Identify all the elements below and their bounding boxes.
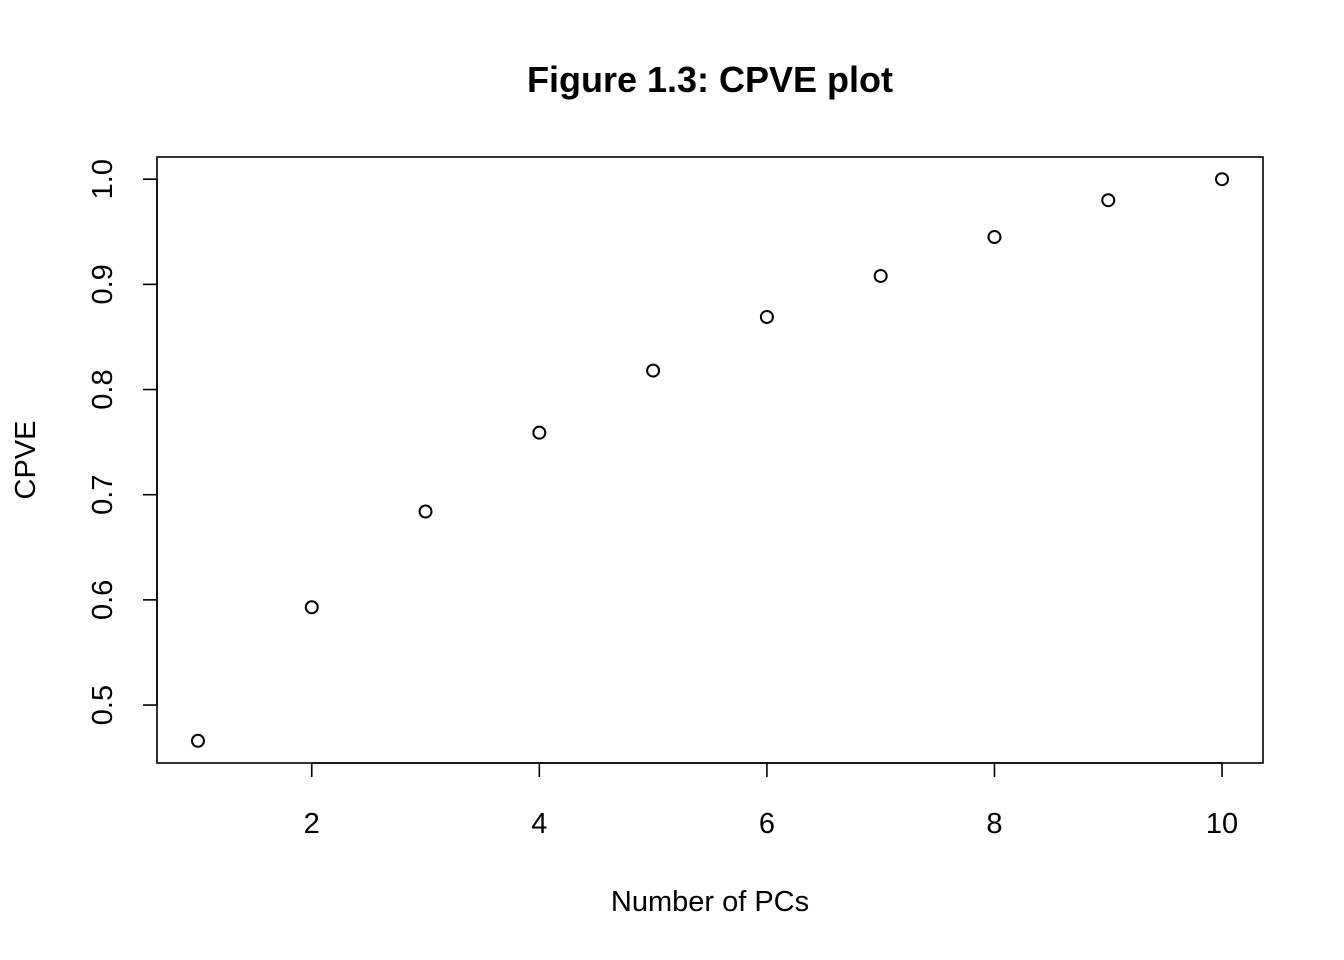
x-tick-label: 6 [759, 808, 775, 840]
y-tick-label: 0.8 [87, 369, 119, 409]
y-ticks: 0.5 0.6 0.7 0.8 0.9 1.0 [87, 159, 157, 725]
y-tick-label: 1.0 [87, 159, 119, 199]
data-point [1101, 193, 1116, 208]
x-axis: 2 4 6 8 10 [304, 762, 1238, 840]
data-point [190, 733, 205, 748]
x-tick-label: 4 [531, 808, 547, 840]
x-ticks: 2 4 6 8 10 [304, 763, 1238, 840]
x-tick-label: 8 [986, 808, 1002, 840]
data-point [873, 268, 888, 283]
data-point [646, 363, 661, 378]
chart-title: Figure 1.3: CPVE plot [527, 59, 893, 100]
x-tick-label: 2 [304, 808, 320, 840]
data-point [759, 309, 774, 324]
y-axis-label: CPVE [10, 421, 42, 500]
data-point [987, 230, 1002, 245]
y-tick-label: 0.6 [87, 580, 119, 620]
data-point [304, 600, 319, 615]
y-tick-label: 0.9 [87, 264, 119, 304]
data-point [1215, 172, 1230, 187]
y-tick-label: 0.7 [87, 475, 119, 515]
x-axis-label: Number of PCs [611, 886, 809, 918]
data-point [532, 425, 547, 440]
data-points [190, 172, 1230, 748]
y-tick-label: 0.5 [87, 685, 119, 725]
data-point [418, 504, 433, 519]
x-tick-label: 10 [1206, 808, 1238, 840]
y-axis: 0.5 0.6 0.7 0.8 0.9 1.0 [87, 159, 158, 725]
